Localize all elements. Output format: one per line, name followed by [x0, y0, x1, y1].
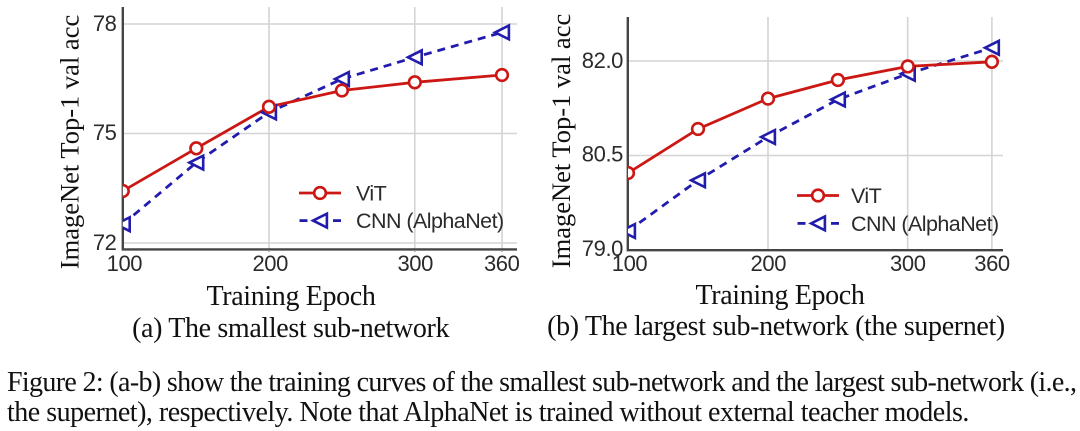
svg-text:75: 75 — [93, 120, 117, 145]
svg-text:ViT: ViT — [356, 182, 387, 206]
svg-text:CNN (AlphaNet): CNN (AlphaNet) — [356, 209, 504, 233]
svg-text:(a) The smallest sub-network: (a) The smallest sub-network — [132, 313, 449, 344]
svg-text:CNN (AlphaNet): CNN (AlphaNet) — [851, 212, 999, 236]
svg-text:72: 72 — [93, 230, 117, 255]
svg-text:100: 100 — [107, 251, 143, 276]
svg-text:79.0: 79.0 — [582, 236, 623, 261]
svg-text:ViT: ViT — [851, 184, 882, 208]
svg-text:360: 360 — [484, 251, 520, 276]
svg-text:100: 100 — [612, 251, 648, 276]
svg-text:82.0: 82.0 — [582, 48, 623, 73]
svg-text:Training Epoch: Training Epoch — [695, 280, 864, 311]
svg-text:(b) The largest sub-network (t: (b) The largest sub-network (the superne… — [547, 311, 1005, 342]
svg-text:Figure 2: (a-b) show the train: Figure 2: (a-b) show the training curves… — [7, 367, 1076, 398]
svg-text:300: 300 — [397, 251, 433, 276]
svg-text:ImageNet Top-1 val acc: ImageNet Top-1 val acc — [55, 15, 85, 269]
svg-text:80.5: 80.5 — [582, 142, 623, 167]
svg-text:the supernet), respectively. N: the supernet), respectively. Note that A… — [7, 397, 969, 428]
svg-text:78: 78 — [93, 11, 117, 36]
svg-text:300: 300 — [890, 251, 926, 276]
svg-text:200: 200 — [252, 251, 288, 276]
svg-text:200: 200 — [751, 251, 787, 276]
svg-text:ImageNet Top-1 val acc: ImageNet Top-1 val acc — [546, 14, 576, 268]
svg-text:360: 360 — [974, 251, 1010, 276]
svg-text:Training Epoch: Training Epoch — [206, 281, 375, 312]
